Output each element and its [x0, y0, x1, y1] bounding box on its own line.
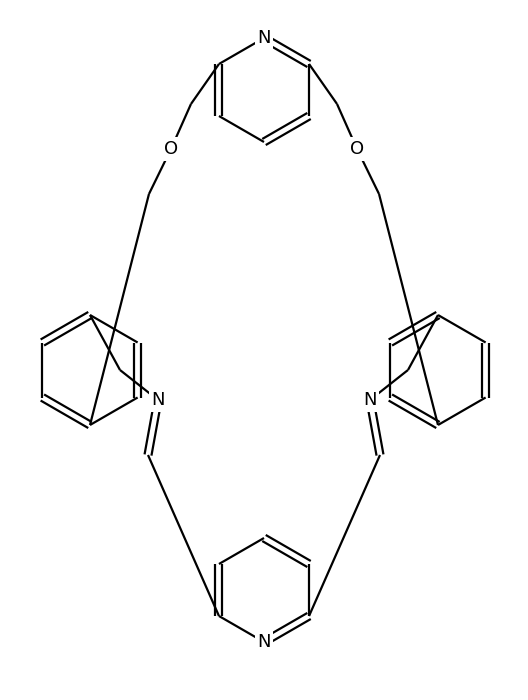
Text: O: O — [164, 140, 178, 158]
Text: N: N — [257, 633, 271, 651]
Text: O: O — [350, 140, 364, 158]
Text: N: N — [363, 391, 377, 409]
Text: N: N — [257, 29, 271, 47]
Text: N: N — [151, 391, 165, 409]
